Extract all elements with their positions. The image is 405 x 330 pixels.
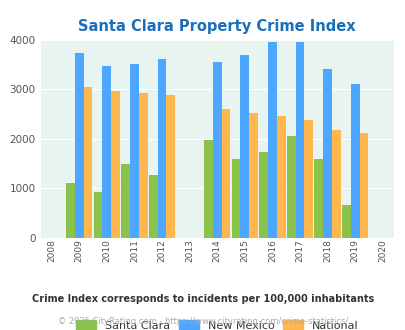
Bar xyxy=(304,120,313,238)
Bar xyxy=(111,91,120,238)
Bar xyxy=(75,53,83,238)
Bar xyxy=(130,64,139,238)
Bar xyxy=(102,66,111,238)
Bar xyxy=(148,175,157,238)
Bar xyxy=(221,109,230,238)
Bar xyxy=(249,114,258,238)
Bar xyxy=(286,136,295,238)
Bar xyxy=(203,140,212,238)
Bar xyxy=(121,164,130,238)
Text: Crime Index corresponds to incidents per 100,000 inhabitants: Crime Index corresponds to incidents per… xyxy=(32,294,373,304)
Bar xyxy=(66,183,75,238)
Bar xyxy=(276,116,285,238)
Bar xyxy=(231,159,240,238)
Bar xyxy=(313,159,322,238)
Bar xyxy=(258,152,267,238)
Title: Santa Clara Property Crime Index: Santa Clara Property Crime Index xyxy=(78,19,355,34)
Bar xyxy=(212,62,221,238)
Bar xyxy=(341,205,350,238)
Bar xyxy=(359,133,367,238)
Bar xyxy=(166,95,175,238)
Bar xyxy=(350,84,359,238)
Text: © 2025 CityRating.com - https://www.cityrating.com/crime-statistics/: © 2025 CityRating.com - https://www.city… xyxy=(58,317,347,326)
Bar xyxy=(331,130,340,238)
Bar xyxy=(94,191,102,238)
Bar xyxy=(139,92,147,238)
Bar xyxy=(83,87,92,238)
Bar xyxy=(295,42,304,238)
Bar xyxy=(157,59,166,238)
Bar xyxy=(240,55,249,238)
Bar xyxy=(322,69,331,238)
Bar xyxy=(267,42,276,238)
Legend: Santa Clara, New Mexico, National: Santa Clara, New Mexico, National xyxy=(76,320,358,330)
